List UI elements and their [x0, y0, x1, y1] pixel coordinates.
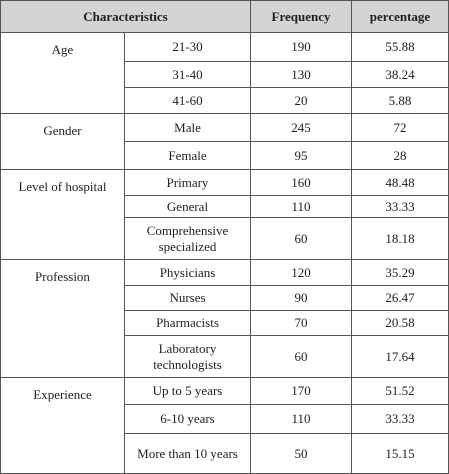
percentage-cell: 38.24 — [351, 61, 449, 88]
row-label: Pharmacists — [124, 310, 251, 336]
percentage-cell: 28 — [351, 141, 449, 170]
table-row: Profession Physicians 120 35.29 — [0, 259, 449, 378]
category-cell-level-of-hospital: Level of hospital — [0, 169, 125, 260]
row-label: Nurses — [124, 285, 251, 311]
percentage-cell: 17.64 — [351, 335, 449, 378]
table-row: Pharmacists 70 20.58 — [1, 310, 449, 336]
category-cell-gender: Gender — [0, 113, 125, 170]
row-label: 21-30 — [124, 32, 251, 62]
header-frequency: Frequency — [250, 0, 352, 33]
percentage-cell: 26.47 — [351, 285, 449, 311]
frequency-cell: 110 — [250, 195, 352, 218]
table-row: 31-40 130 38.24 — [1, 61, 449, 88]
percentage-cell: 48.48 — [351, 169, 449, 196]
table-row: 41-60 20 5.88 — [1, 87, 449, 114]
category-cell-age: Age — [0, 32, 125, 114]
category-cell-profession: Profession — [0, 259, 125, 378]
table-row: Level of hospital Primary 160 48.48 — [0, 169, 449, 260]
percentage-cell: 51.52 — [351, 377, 449, 405]
frequency-cell: 90 — [250, 285, 352, 311]
frequency-cell: 120 — [250, 259, 352, 286]
table-row: More than 10 years 50 15.15 — [1, 433, 449, 474]
frequency-cell: 130 — [250, 61, 352, 88]
row-label: More than 10 years — [124, 433, 251, 474]
percentage-cell: 33.33 — [351, 404, 449, 434]
row-label: Up to 5 years — [124, 377, 251, 405]
frequency-cell: 160 — [250, 169, 352, 196]
table-row: Experience Up to 5 years 170 51.52 — [0, 377, 449, 474]
frequency-cell: 60 — [250, 335, 352, 378]
row-label: Comprehensive specialized — [124, 217, 251, 260]
percentage-cell: 55.88 — [351, 32, 449, 62]
table-header: Characteristics Frequency percentage — [0, 0, 449, 33]
table-row: Nurses 90 26.47 — [1, 285, 449, 311]
frequency-cell: 170 — [250, 377, 352, 405]
table-row: 6-10 years 110 33.33 — [1, 404, 449, 434]
table-row: Gender Male 245 72 — [0, 113, 449, 170]
header-characteristics: Characteristics — [0, 0, 251, 33]
header-percentage: percentage — [351, 0, 449, 33]
percentage-cell: 35.29 — [351, 259, 449, 286]
row-label: 31-40 — [124, 61, 251, 88]
row-label: 6-10 years — [124, 404, 251, 434]
table-body: Age 21-30 190 55.88 31-40 130 38.24 41-6… — [0, 32, 449, 474]
row-label: Laboratory technologists — [124, 335, 251, 378]
percentage-cell: 20.58 — [351, 310, 449, 336]
frequency-cell: 70 — [250, 310, 352, 336]
frequency-cell: 50 — [250, 433, 352, 474]
row-label: Female — [124, 141, 251, 170]
percentage-cell: 72 — [351, 113, 449, 142]
frequency-cell: 60 — [250, 217, 352, 260]
percentage-cell: 18.18 — [351, 217, 449, 260]
frequency-cell: 20 — [250, 87, 352, 114]
table-row: Age 21-30 190 55.88 — [0, 32, 449, 114]
row-label: Male — [124, 113, 251, 142]
row-label: Primary — [124, 169, 251, 196]
percentage-cell: 33.33 — [351, 195, 449, 218]
frequency-cell: 110 — [250, 404, 352, 434]
row-label: General — [124, 195, 251, 218]
category-cell-experience: Experience — [0, 377, 125, 474]
header-row: Characteristics Frequency percentage — [0, 0, 449, 33]
row-label: Physicians — [124, 259, 251, 286]
table-row: Laboratory technologists 60 17.64 — [1, 335, 449, 378]
table-row: Comprehensive specialized 60 18.18 — [1, 217, 449, 260]
frequency-cell: 245 — [250, 113, 352, 142]
percentage-cell: 15.15 — [351, 433, 449, 474]
table-row: Female 95 28 — [1, 141, 449, 170]
frequency-cell: 190 — [250, 32, 352, 62]
percentage-cell: 5.88 — [351, 87, 449, 114]
row-label: 41-60 — [124, 87, 251, 114]
table-row: General 110 33.33 — [1, 195, 449, 218]
frequency-cell: 95 — [250, 141, 352, 170]
